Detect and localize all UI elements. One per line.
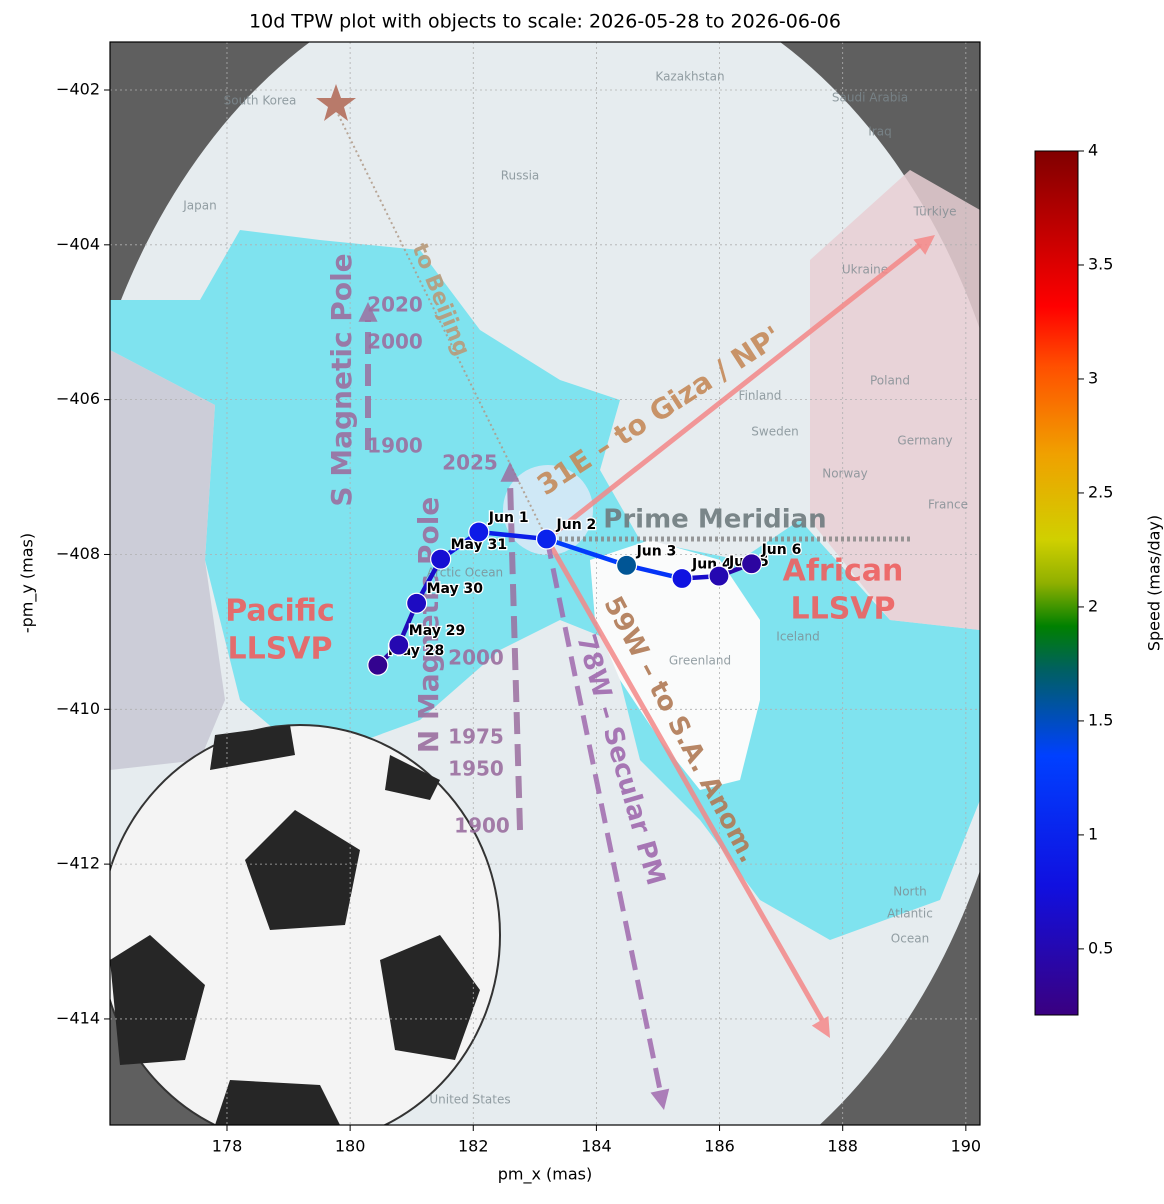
- map-background: [110, 42, 980, 1125]
- y-tick-label: −412: [56, 854, 100, 873]
- n-pole-arrow: [507, 479, 523, 831]
- point-label: May 30: [427, 581, 484, 597]
- map-label: Poland: [870, 374, 910, 388]
- map-label: Japan: [182, 199, 216, 213]
- track-segment: [545, 536, 628, 568]
- y-tick-label: −414: [56, 1008, 100, 1027]
- y-tick-label: −406: [56, 389, 100, 408]
- annotation: 2020: [367, 293, 423, 317]
- point-label: May 31: [451, 537, 507, 553]
- colorbar-tick-label: 1.5: [1088, 710, 1113, 729]
- colorbar-tick-label: 2.5: [1088, 482, 1113, 501]
- s-pole-arrow-head: [358, 302, 378, 322]
- annotation: 2000: [448, 646, 504, 670]
- x-tick-label: 184: [581, 1137, 612, 1156]
- y-tick-label: −402: [56, 79, 100, 98]
- track-point: [406, 592, 428, 614]
- map-label: Russia: [501, 169, 540, 183]
- x-tick-label: 190: [951, 1137, 982, 1156]
- annotation: 1900: [454, 814, 510, 838]
- sa-anomaly-arrow-head: [811, 1016, 830, 1038]
- track-point: [430, 548, 452, 570]
- colorbar-tick-label: 4: [1088, 141, 1098, 160]
- annotation: 1950: [448, 757, 504, 781]
- map-label: Saudi Arabia: [832, 91, 908, 105]
- track-segment: [478, 529, 547, 542]
- x-tick-label: 188: [827, 1137, 858, 1156]
- map-label: France: [928, 498, 968, 512]
- annotation: 1975: [448, 725, 504, 749]
- map-label: North: [893, 885, 927, 899]
- map-label: Atlantic: [887, 907, 933, 921]
- axes-frame: [109, 41, 981, 1126]
- annotation: LLSVP: [790, 592, 895, 627]
- annotation: 1900: [367, 434, 423, 458]
- secular-pm-arrow: [544, 538, 663, 1091]
- colorbar-label: Speed (mas/day): [1145, 515, 1164, 651]
- x-axis-label: pm_x (mas): [498, 1165, 593, 1185]
- track-point: [388, 634, 410, 656]
- y-tick-label: −408: [56, 544, 100, 563]
- n-pole-arrow-head: [500, 462, 520, 482]
- map-label: Germany: [897, 434, 952, 448]
- x-tick-label: 186: [704, 1137, 735, 1156]
- track-point: [468, 521, 490, 543]
- point-label: Jun 3: [636, 543, 677, 559]
- point-label: Jun 1: [488, 510, 529, 526]
- colorbar: [1034, 150, 1079, 1016]
- y-tick-label: −404: [56, 234, 100, 253]
- map-label: Türkiye: [913, 205, 957, 219]
- annotation: Pacific: [225, 594, 335, 629]
- point-label: Jun 6: [761, 542, 802, 558]
- track-point: [615, 554, 638, 576]
- annotation: S Magnetic Pole: [325, 253, 358, 506]
- x-tick-label: 180: [335, 1137, 366, 1156]
- colorbar-tick-label: 3.5: [1088, 254, 1113, 273]
- map-label: United States: [429, 1093, 510, 1107]
- annotation: African: [783, 554, 904, 589]
- sa-anomaly-arrow: [544, 537, 825, 1022]
- track-point: [535, 528, 558, 550]
- colorbar-tick-label: 1: [1088, 824, 1098, 843]
- annotation: 2025: [442, 451, 498, 475]
- map-label: Iraq: [868, 125, 891, 139]
- track-point: [708, 565, 730, 587]
- chart-title: 10d TPW plot with objects to scale: 2026…: [249, 11, 841, 33]
- secular-pm-arrow-head: [650, 1088, 670, 1110]
- track-point: [671, 567, 693, 590]
- annotation: Prime Meridian: [603, 505, 826, 535]
- annotation: 2000: [367, 330, 423, 354]
- x-tick-label: 178: [212, 1137, 243, 1156]
- point-label: Jun 2: [556, 517, 597, 533]
- colorbar-tick-label: 2: [1088, 596, 1098, 615]
- map-label: Finland: [739, 389, 782, 403]
- x-tick-label: 182: [458, 1137, 489, 1156]
- map-label: Ocean: [891, 932, 929, 946]
- giza-arrow: [545, 243, 922, 541]
- map-label: Kazakhstan: [655, 70, 724, 84]
- map-label: Ukraine: [842, 263, 888, 277]
- map-label: Greenland: [669, 654, 731, 668]
- annotation: N Magnetic Pole: [412, 497, 445, 754]
- map-label: Arctic Ocean: [427, 566, 503, 580]
- annotation: LLSVP: [227, 632, 332, 667]
- giza-arrow-head: [913, 235, 935, 255]
- colorbar-tick-label: 3: [1088, 368, 1098, 387]
- map-label: Sweden: [751, 425, 798, 439]
- track-point: [367, 654, 389, 676]
- y-axis-label: -pm_y (mas): [18, 533, 38, 633]
- map-label: Iceland: [776, 630, 819, 644]
- y-tick-label: −410: [56, 699, 100, 718]
- map-label: Norway: [822, 467, 868, 481]
- star-marker: [316, 84, 356, 121]
- point-label: May 29: [409, 623, 465, 639]
- track-point: [740, 553, 763, 575]
- colorbar-tick-label: 0.5: [1088, 938, 1113, 957]
- map-label: South Korea: [224, 94, 297, 108]
